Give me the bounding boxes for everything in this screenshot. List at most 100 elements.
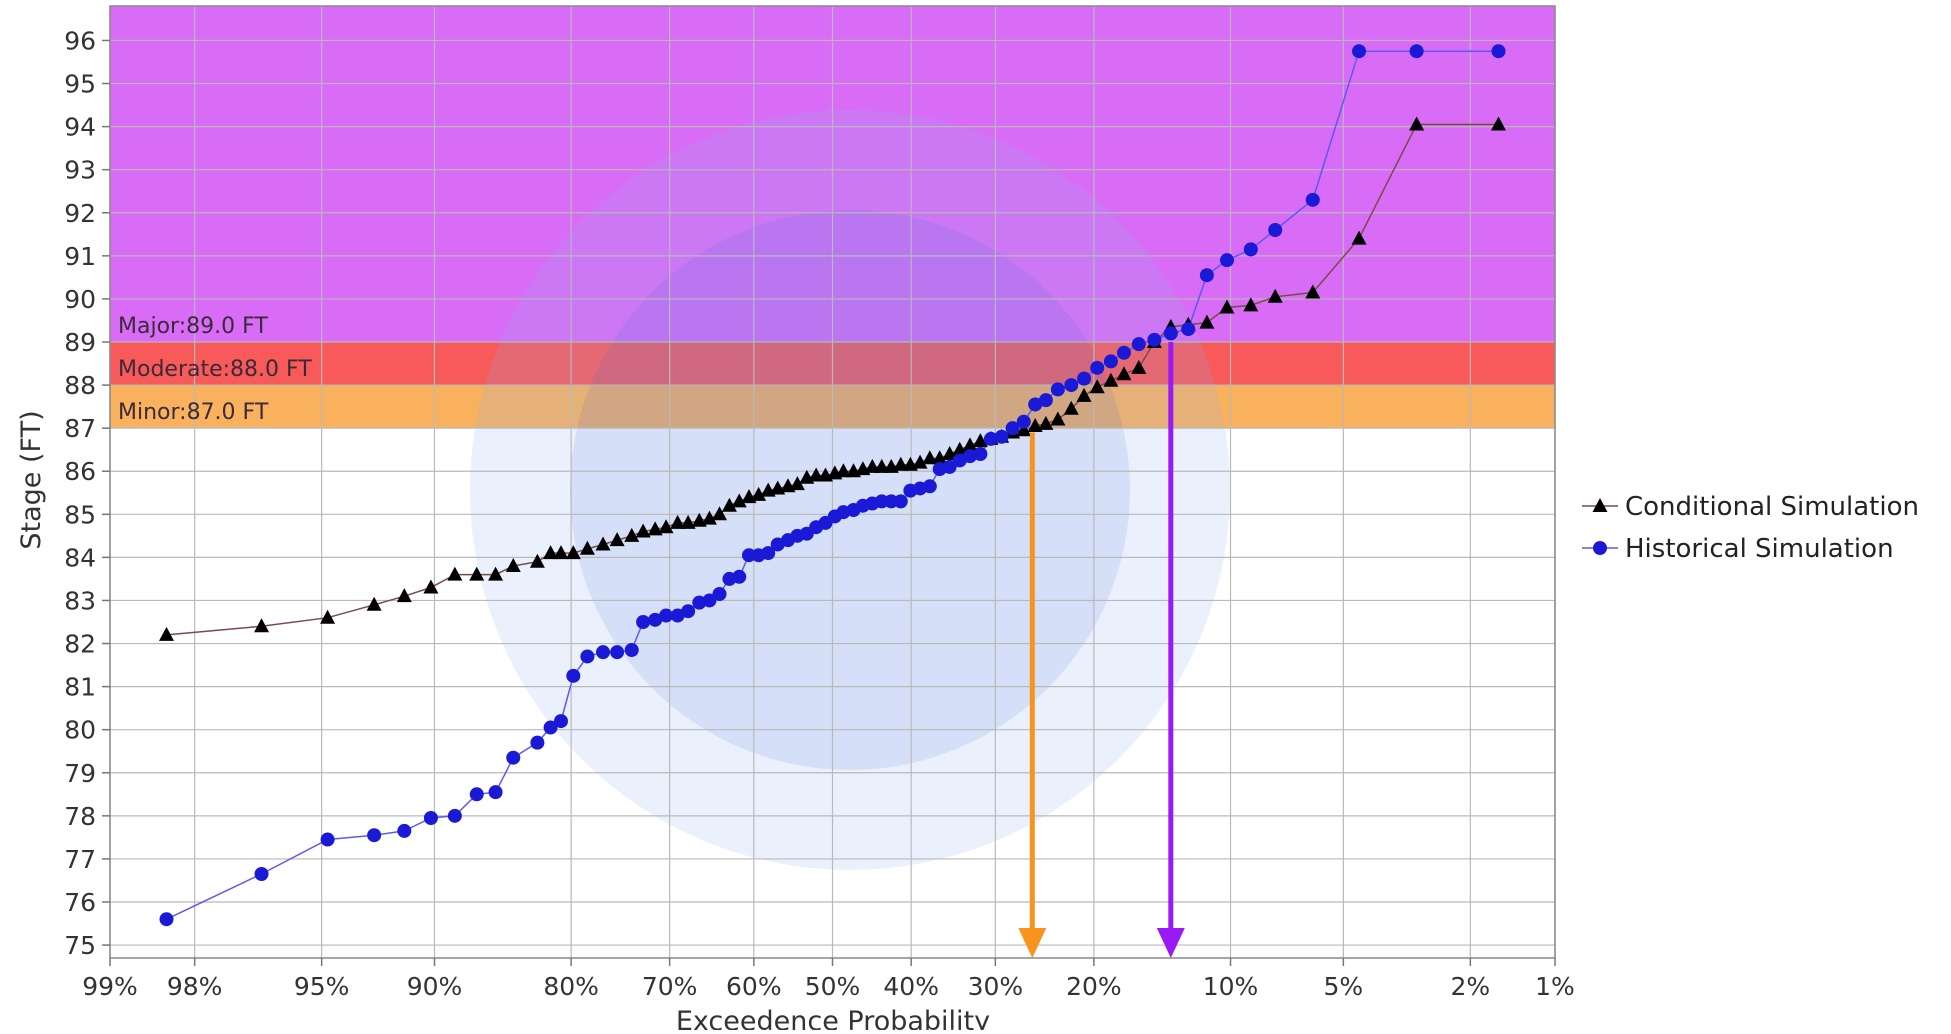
data-point	[1131, 337, 1146, 352]
data-point	[320, 609, 336, 624]
data-point	[423, 811, 438, 825]
data-point	[397, 823, 412, 838]
data-point	[1050, 382, 1065, 397]
y-tick-label: 95	[64, 70, 96, 99]
data-point	[1409, 44, 1424, 59]
y-tick-label: 87	[64, 414, 96, 443]
data-point	[367, 828, 382, 843]
data-point	[1352, 44, 1367, 59]
data-point	[983, 431, 998, 446]
data-point	[1305, 192, 1320, 207]
x-tick-label: 10%	[1203, 972, 1259, 1001]
y-tick-label: 78	[64, 802, 96, 831]
noaa-watermark	[470, 110, 1230, 870]
x-tick-label: 30%	[968, 972, 1024, 1001]
data-point	[647, 521, 663, 536]
x-tick-label: 60%	[726, 972, 782, 1001]
data-point	[1050, 411, 1066, 426]
data-point	[1016, 414, 1031, 429]
x-tick-label: 2%	[1451, 972, 1491, 1001]
watermark-inner-circle	[570, 210, 1130, 770]
indicator-arrow-head	[1156, 928, 1185, 958]
x-tick-label: 1%	[1535, 972, 1575, 1001]
y-tick-label: 77	[64, 845, 96, 874]
data-point	[254, 618, 270, 633]
y-tick-label: 79	[64, 759, 96, 788]
legend-marker	[1593, 541, 1607, 555]
data-point	[159, 626, 175, 641]
data-point	[580, 649, 595, 664]
data-point	[912, 454, 928, 469]
watermark-circle	[470, 110, 1230, 870]
data-point	[1199, 314, 1215, 329]
data-point	[1028, 397, 1043, 412]
data-point	[159, 912, 174, 927]
data-point	[579, 540, 595, 555]
y-tick-label: 90	[64, 285, 96, 314]
data-point	[320, 832, 335, 847]
data-point	[952, 441, 968, 456]
data-point	[942, 446, 958, 460]
data-point	[1131, 359, 1147, 374]
data-point	[553, 545, 569, 560]
x-tick-label: 98%	[167, 972, 223, 1001]
x-tick-label: 90%	[407, 972, 463, 1001]
y-tick-label: 91	[64, 242, 96, 271]
legend-label: Conditional Simulation	[1625, 492, 1919, 522]
data-point	[636, 615, 651, 629]
data-point	[1103, 354, 1118, 369]
data-point	[922, 450, 938, 465]
legend-marker	[1592, 498, 1608, 512]
data-point	[595, 536, 611, 551]
data-point	[648, 612, 663, 627]
x-tick-label: 50%	[805, 972, 861, 1001]
data-point	[1243, 242, 1258, 257]
data-point	[543, 720, 558, 735]
data-point	[396, 588, 412, 603]
data-point	[681, 604, 696, 619]
data-point	[1005, 421, 1020, 436]
data-point	[366, 596, 382, 611]
x-tick-label: 99%	[82, 972, 138, 1001]
y-tick-label: 94	[64, 113, 96, 142]
flood-band-label: Moderate:88.0 FT	[118, 357, 312, 382]
data-point	[423, 579, 439, 594]
data-point	[702, 593, 717, 608]
y-tick-label: 86	[64, 457, 96, 486]
data-point	[972, 433, 988, 448]
data-point	[254, 867, 269, 881]
data-point	[566, 668, 581, 683]
data-point	[789, 476, 805, 491]
data-point	[1038, 415, 1054, 430]
data-point	[1491, 44, 1506, 59]
data-point	[1163, 326, 1178, 341]
data-point	[670, 608, 685, 623]
x-tick-label: 5%	[1324, 972, 1364, 1001]
data-point	[712, 587, 727, 601]
data-point	[1268, 223, 1283, 237]
data-point	[962, 437, 978, 452]
data-point	[932, 450, 948, 465]
data-point	[1116, 366, 1132, 381]
data-point	[1116, 345, 1131, 360]
data-point	[973, 447, 988, 461]
data-point	[659, 608, 674, 623]
data-point	[680, 514, 696, 529]
data-point	[609, 532, 625, 547]
y-tick-label: 88	[64, 371, 96, 400]
data-point	[1219, 299, 1235, 314]
flood-band-label: Minor:87.0 FT	[118, 400, 269, 425]
data-point	[469, 566, 485, 581]
data-point	[1038, 393, 1053, 408]
data-point	[1103, 372, 1119, 387]
data-point	[731, 493, 747, 508]
data-point	[1199, 268, 1214, 283]
data-point	[761, 546, 776, 561]
data-point	[942, 459, 957, 474]
x-tick-label: 40%	[883, 972, 939, 1001]
data-point	[447, 566, 463, 581]
data-point	[874, 458, 890, 473]
x-tick-label: 80%	[543, 972, 599, 1001]
data-point	[893, 456, 909, 471]
data-point	[553, 714, 568, 729]
